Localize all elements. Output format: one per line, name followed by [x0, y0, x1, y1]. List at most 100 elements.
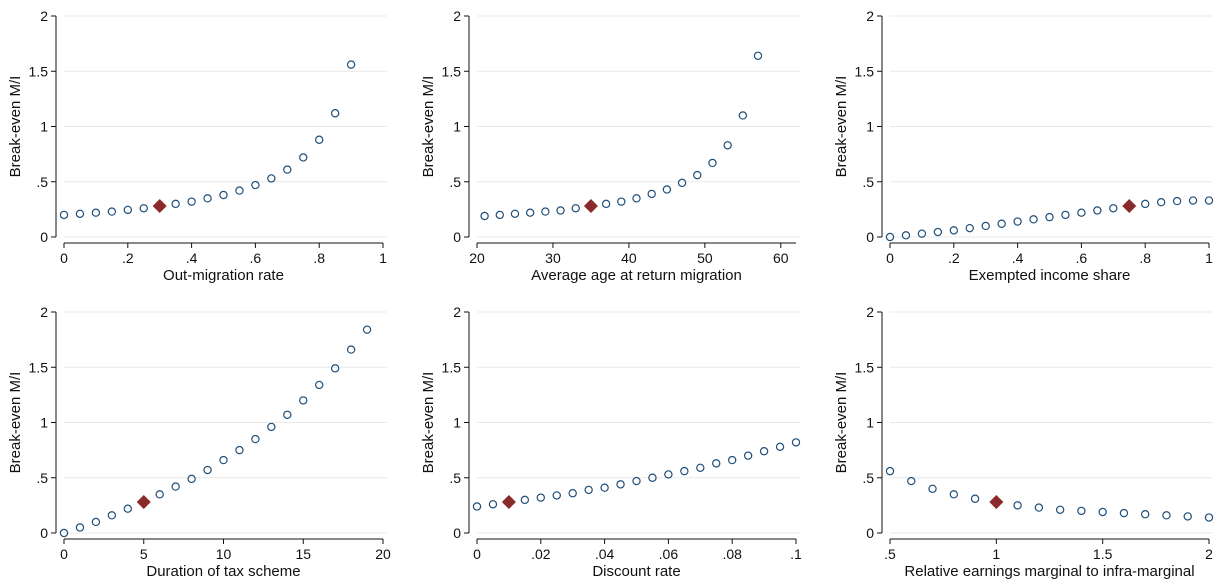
y-axis-title: Break-even M/I: [7, 76, 24, 178]
data-point: [187, 474, 196, 484]
data-point: [472, 502, 482, 511]
x-tick-label: 20: [375, 546, 391, 562]
chart-out-migration-rate: 0 .5 1 1.5 2 0 .2 .4 .6 .8 1 Out-migration rate Brea…: [7, 8, 387, 284]
y-tick-label: 1: [453, 415, 461, 431]
x-tick-label: 50: [697, 250, 713, 266]
data-point: [283, 410, 292, 419]
y-tick-label: 0: [866, 229, 874, 245]
chart-average-age: 0 .5 1 1.5 2 20 30 40 50 60 Average age at return …: [420, 8, 800, 284]
data-point: [123, 205, 133, 215]
x-tick-label: .08: [722, 546, 742, 562]
data-point: [616, 480, 625, 489]
data-point: [775, 442, 785, 452]
y-axis-title: Break-even M/I: [833, 76, 850, 178]
data-point: [107, 511, 117, 520]
y-axis-title: Break-even M/I: [7, 372, 24, 474]
x-tick-label: 1: [992, 546, 1000, 562]
data-point: [346, 345, 356, 354]
data-point: [107, 207, 117, 216]
data-point: [203, 194, 212, 203]
x-axis-title: Out-migration rate: [163, 267, 284, 284]
baseline-point: [501, 495, 516, 510]
baseline-point: [1122, 199, 1137, 214]
y-tick-label: 1: [40, 119, 48, 135]
data-point: [219, 190, 228, 200]
data-point: [584, 485, 593, 495]
y-tick-label: 2: [40, 304, 48, 320]
data-point: [1204, 513, 1214, 522]
data-point: [330, 109, 340, 118]
x-axis-title: Average age at return migration: [531, 267, 742, 284]
data-point: [315, 135, 324, 144]
data-point: [525, 208, 535, 217]
chart-discount-rate: 0 .5 1 1.5 2 0 .02 .04 .06 .08 .1 Discount rate Brea…: [420, 304, 802, 580]
x-tick-label: .6: [250, 250, 262, 266]
data-point: [617, 197, 626, 206]
data-point: [664, 470, 673, 479]
data-point: [219, 455, 228, 465]
data-point: [1013, 501, 1022, 510]
x-tick-label: .4: [186, 250, 198, 266]
y-tick-label: 1.5: [442, 359, 462, 375]
data-point: [91, 517, 101, 527]
x-tick-label: .8: [313, 250, 325, 266]
data-point: [203, 465, 212, 475]
data-point: [965, 223, 974, 233]
panel-average-age: 0 .5 1 1.5 2 20 30 40 50 60 Average age at return …: [413, 0, 821, 291]
data-point: [712, 459, 721, 468]
x-tick-label: .6: [1076, 250, 1088, 266]
x-axis-title: Discount rate: [592, 563, 680, 580]
x-tick-label: 1.5: [1093, 546, 1113, 562]
data-point: [536, 493, 546, 502]
data-point: [1172, 196, 1182, 206]
data-point: [75, 523, 85, 532]
x-tick-label: 40: [621, 250, 637, 266]
chart-relative-earnings: 0 .5 1 1.5 2 .5 1 1.5 2 Relative earnings margina…: [833, 304, 1214, 580]
x-axis-title: Exempted income share: [969, 267, 1131, 284]
data-point: [997, 219, 1006, 228]
y-tick-label: 1: [866, 119, 874, 135]
data-point: [541, 207, 550, 216]
data-point: [571, 204, 580, 213]
data-point: [91, 208, 101, 217]
x-tick-label: 0: [473, 546, 481, 562]
data-point: [235, 186, 244, 195]
baseline-point: [989, 495, 1004, 510]
y-axis-title: Break-even M/I: [420, 372, 437, 474]
y-tick-label: 0: [40, 229, 48, 245]
data-point: [1204, 196, 1214, 205]
y-tick-label: 1.5: [29, 359, 49, 375]
x-axis-title: Duration of tax scheme: [146, 563, 300, 580]
y-tick-label: 2: [866, 304, 874, 320]
x-tick-label: 0: [60, 546, 68, 562]
y-tick-label: .5: [36, 470, 48, 486]
data-point: [283, 165, 292, 174]
data-point: [696, 463, 705, 473]
panel-discount-rate: 0 .5 1 1.5 2 0 .02 .04 .06 .08 .1 Discount rate Brea…: [413, 296, 821, 587]
data-point: [1077, 208, 1086, 217]
x-tick-label: 10: [216, 546, 232, 562]
data-point: [1055, 505, 1065, 514]
data-point: [933, 227, 943, 237]
data-point: [981, 221, 990, 231]
data-point: [267, 174, 276, 183]
x-tick-label: .04: [595, 546, 615, 562]
y-tick-label: 1: [40, 415, 48, 431]
data-point: [251, 434, 260, 444]
x-tick-label: .2: [948, 250, 960, 266]
baseline-point: [583, 199, 598, 214]
data-point: [791, 438, 801, 447]
data-point: [753, 51, 763, 60]
data-point: [1141, 199, 1150, 209]
data-point: [552, 491, 561, 500]
y-tick-label: .5: [862, 470, 874, 486]
data-point: [949, 226, 959, 235]
data-point: [917, 229, 927, 238]
data-point: [568, 489, 577, 498]
x-tick-label: .1: [790, 546, 802, 562]
data-point: [155, 490, 164, 499]
y-tick-label: 1.5: [29, 63, 49, 79]
data-point: [1183, 512, 1192, 521]
x-tick-label: .06: [659, 546, 679, 562]
